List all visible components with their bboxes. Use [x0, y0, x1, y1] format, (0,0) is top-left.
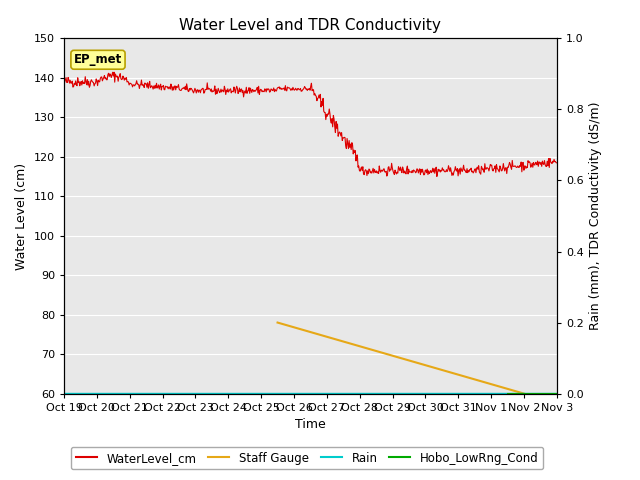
X-axis label: Time: Time [295, 418, 326, 431]
Y-axis label: Water Level (cm): Water Level (cm) [15, 162, 28, 270]
Y-axis label: Rain (mm), TDR Conductivity (dS/m): Rain (mm), TDR Conductivity (dS/m) [589, 102, 602, 330]
Title: Water Level and TDR Conductivity: Water Level and TDR Conductivity [179, 18, 442, 33]
Text: EP_met: EP_met [74, 53, 122, 66]
Legend: WaterLevel_cm, Staff Gauge, Rain, Hobo_LowRng_Cond: WaterLevel_cm, Staff Gauge, Rain, Hobo_L… [71, 447, 543, 469]
